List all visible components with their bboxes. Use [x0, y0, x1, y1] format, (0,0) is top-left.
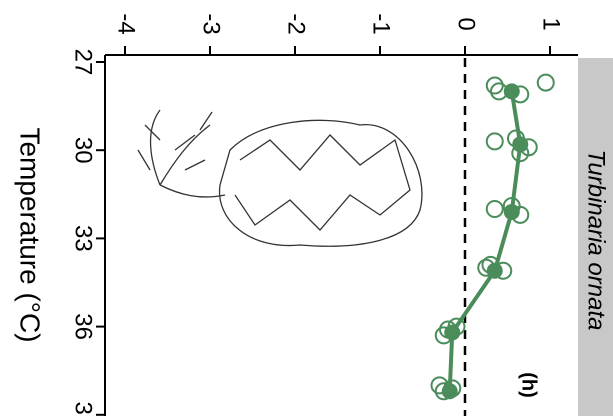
x-tick-label: 1: [538, 17, 565, 30]
fit-line: [450, 91, 521, 391]
mean-point: [504, 83, 520, 99]
observation-point: [487, 133, 503, 149]
observation-point: [487, 201, 503, 217]
x-tick-label: -3: [198, 13, 225, 34]
y-axis-label: Temperature (°C): [15, 127, 46, 342]
mean-point: [442, 383, 458, 399]
panel-label: (h): [518, 372, 540, 398]
x-tick-label: -2: [283, 13, 310, 34]
y-tick-label: 33: [70, 225, 97, 252]
chart-title: Turbinaria ornata: [583, 150, 610, 331]
chart: Turbinaria ornata (h) Temperature (°C) -…: [0, 0, 613, 416]
mean-point: [512, 136, 528, 152]
mean-point: [504, 204, 520, 220]
y-tick-label: 36: [70, 313, 97, 340]
seaweed-illustration: [138, 110, 422, 246]
y-tick-label: 27: [70, 49, 97, 76]
y-tick-label: 30: [70, 137, 97, 164]
mean-point: [444, 324, 460, 340]
y-tick-label: 39: [70, 401, 97, 416]
x-tick-label: 0: [453, 17, 480, 30]
mean-point: [487, 263, 503, 279]
x-tick-label: -1: [368, 13, 395, 34]
x-tick-label: -4: [113, 13, 140, 34]
observation-point: [538, 75, 554, 91]
